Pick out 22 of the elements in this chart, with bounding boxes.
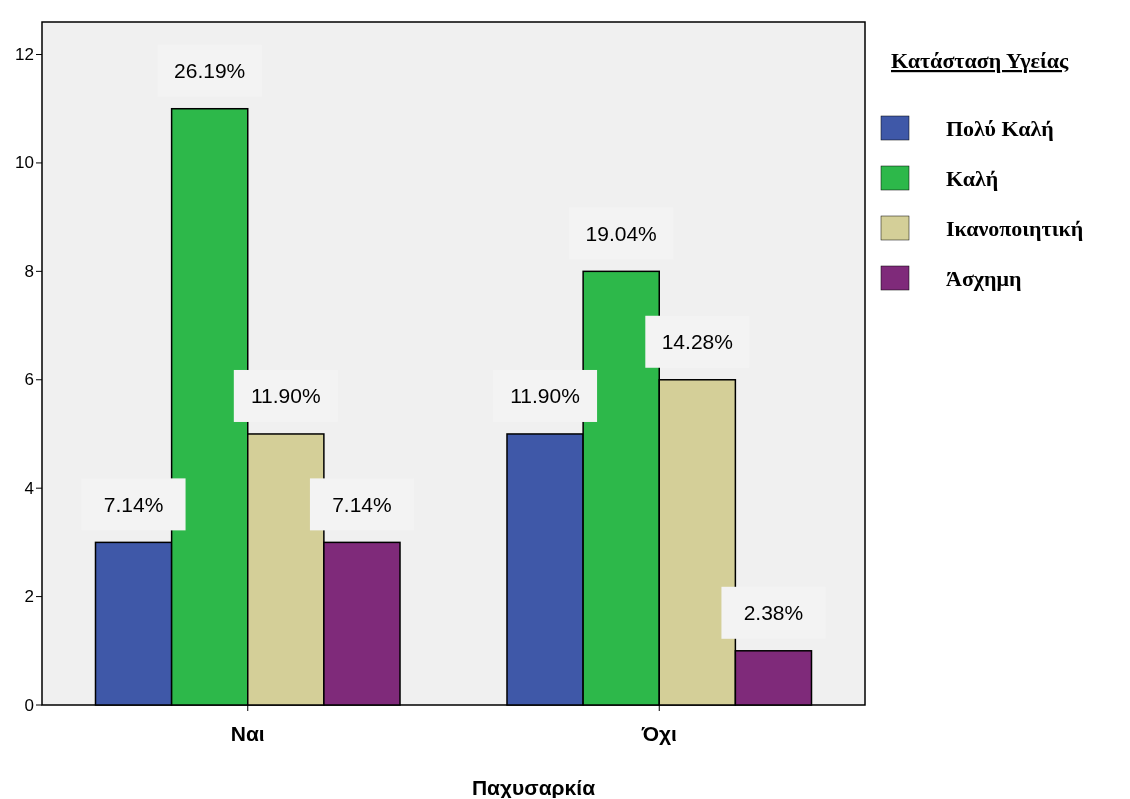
annotation: 2.38% xyxy=(743,601,804,625)
annotation: 26.19% xyxy=(174,59,246,83)
y-tick-label: 4 xyxy=(24,478,34,498)
annotation: 7.14% xyxy=(103,492,164,516)
annotation: 7.14% xyxy=(332,492,392,516)
y-tick-label: 2 xyxy=(24,587,34,607)
x-tick-label: Ναι xyxy=(230,722,265,745)
legend-label: Ικανοποιητική xyxy=(946,215,1084,241)
annotation: 11.90% xyxy=(250,384,321,408)
annotation: 11.90% xyxy=(510,384,580,408)
legend-title: Κατάσταση Υγείας xyxy=(891,48,1069,73)
legend-label: Πολύ Καλή xyxy=(946,115,1054,141)
y-tick-label: 12 xyxy=(15,45,34,65)
annotation: 14.28% xyxy=(661,330,733,354)
annotation: 19.04% xyxy=(585,221,657,245)
legend-label: Άσχημη xyxy=(946,265,1022,291)
y-tick-label: 10 xyxy=(15,153,34,173)
x-tick-label: Όχι xyxy=(640,722,678,745)
y-tick-label: 8 xyxy=(24,261,34,281)
y-tick-label: 0 xyxy=(24,695,34,715)
legend-label: Καλή xyxy=(946,165,999,191)
y-tick-label: 6 xyxy=(24,370,34,390)
